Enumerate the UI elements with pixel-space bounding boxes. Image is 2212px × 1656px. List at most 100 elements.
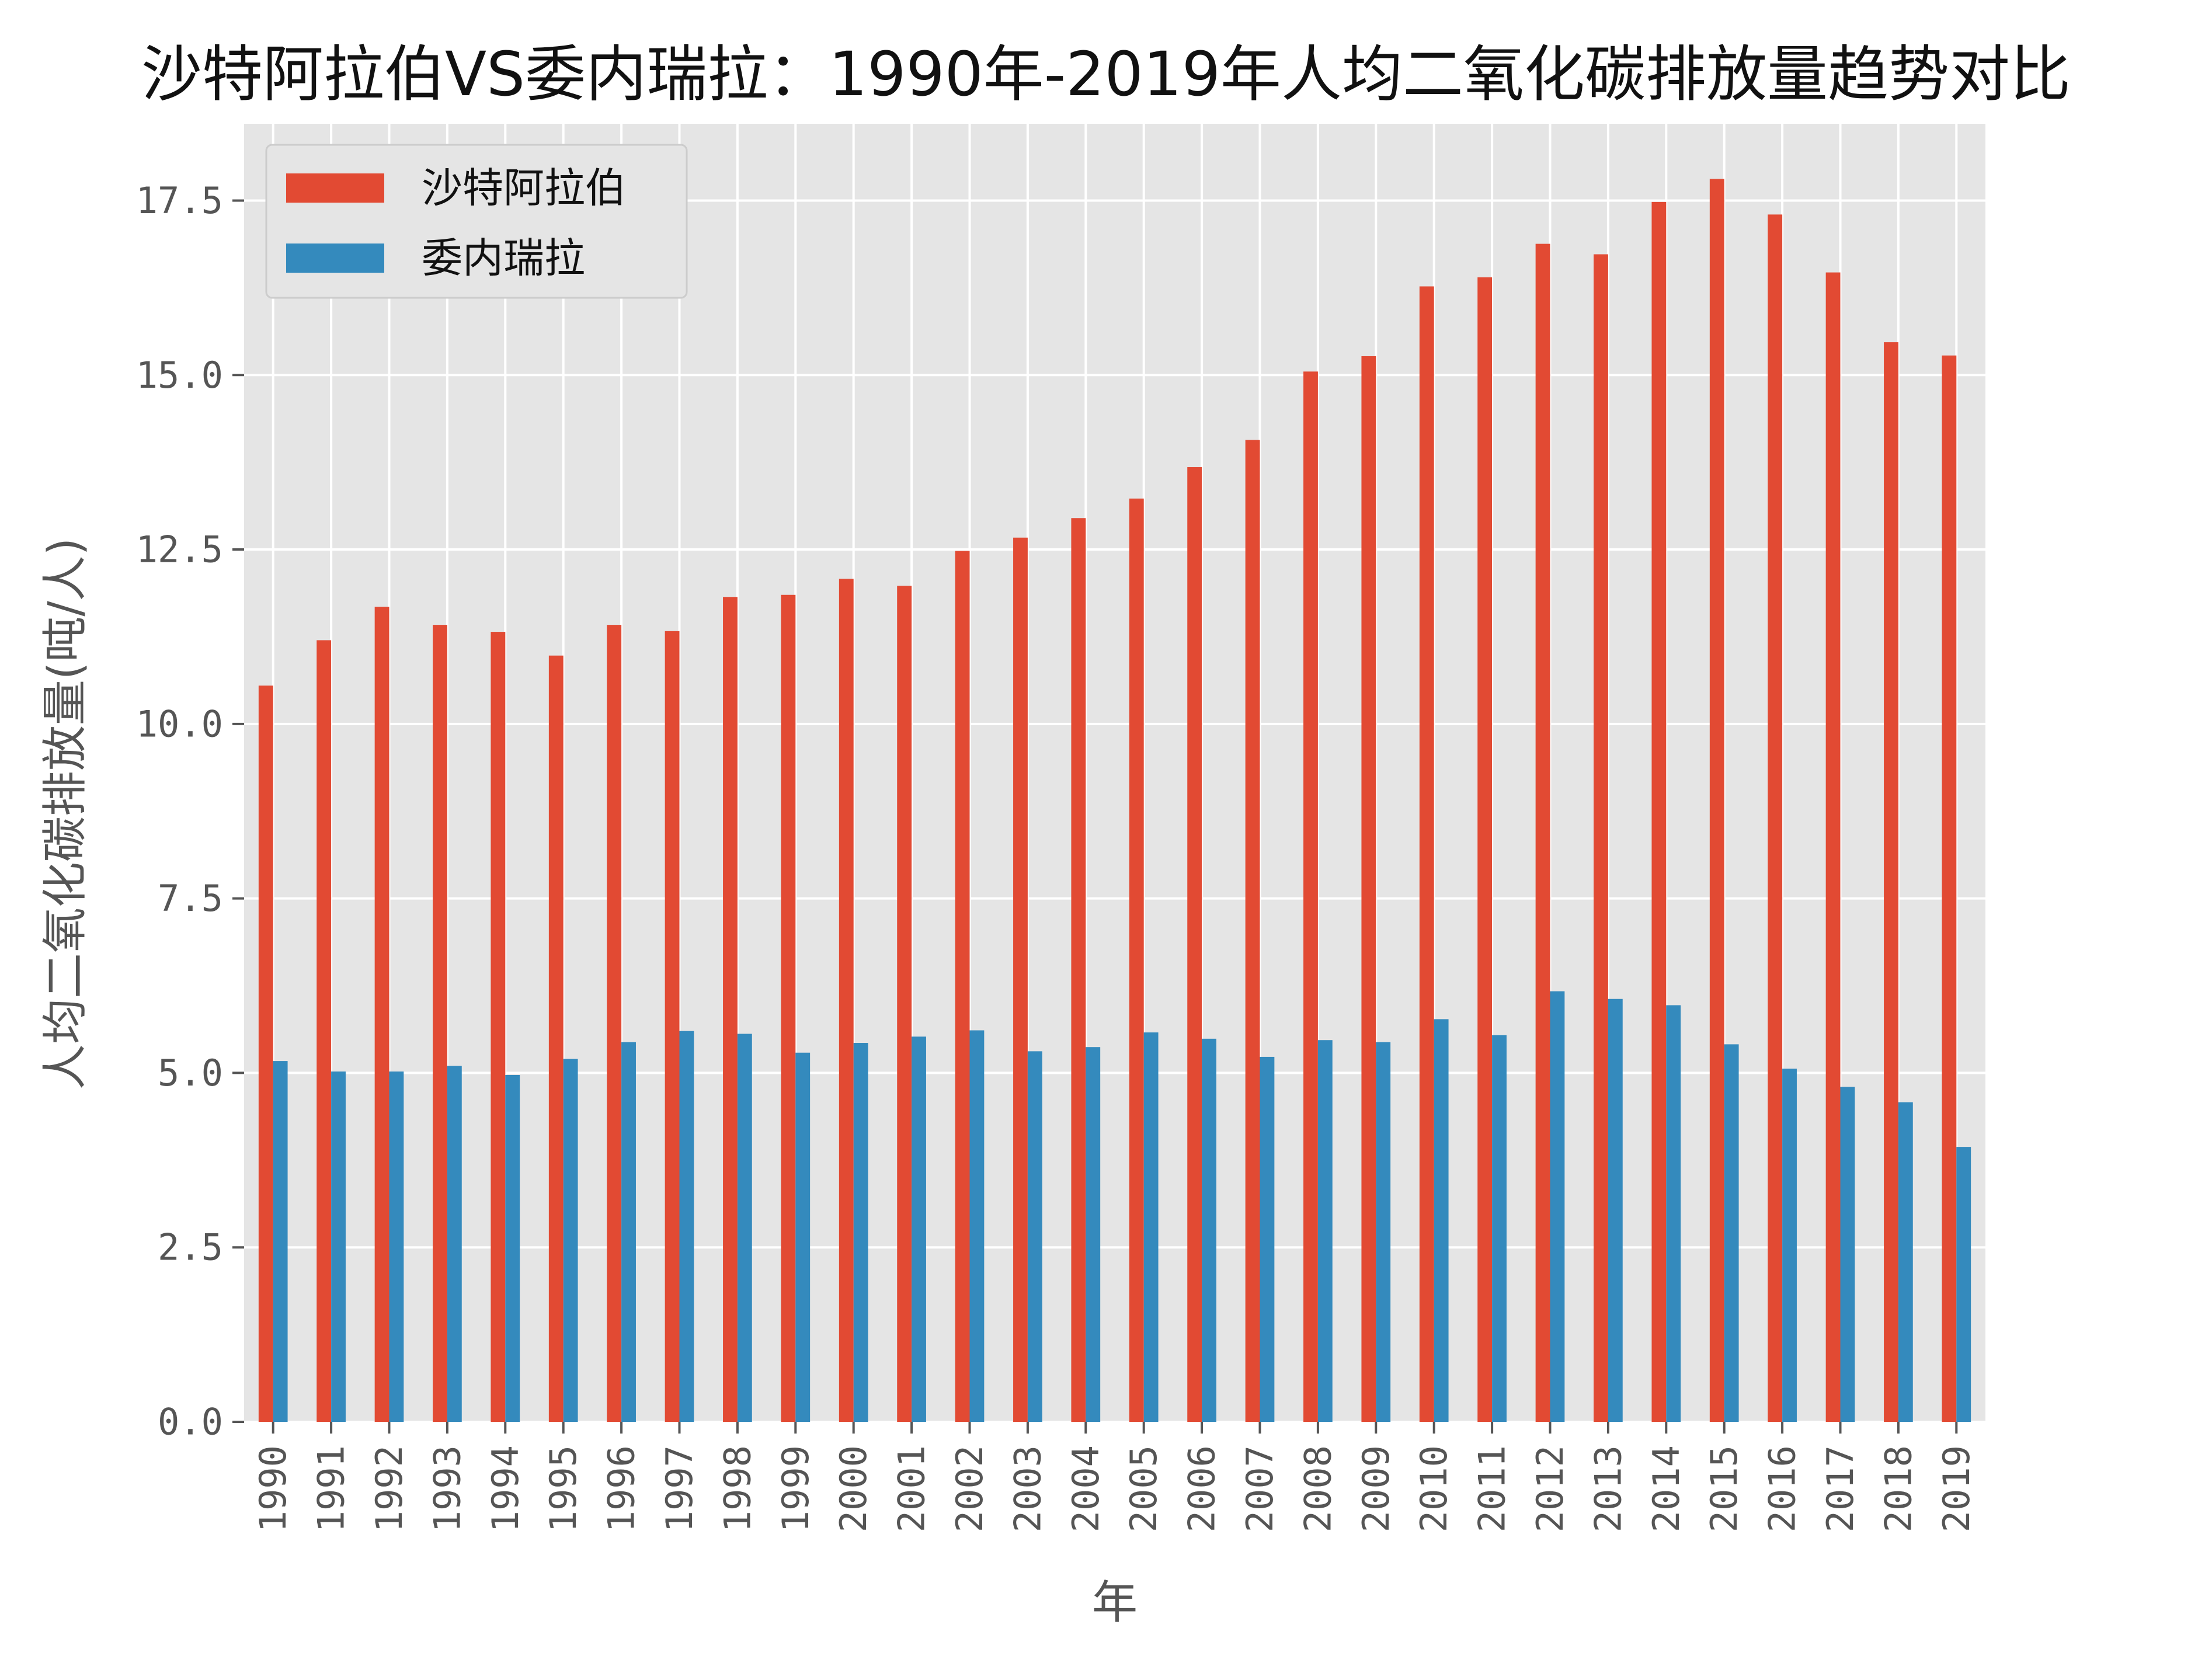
x-tick-label: 2017 (1819, 1445, 1862, 1532)
x-tick-label: 2010 (1413, 1445, 1455, 1532)
bar-venezuela-2006 (1202, 1038, 1216, 1422)
x-tick-label: 2008 (1296, 1445, 1339, 1532)
bar-saudi-arabia-2019 (1942, 355, 1957, 1422)
x-tick-label: 2005 (1122, 1445, 1165, 1532)
x-tick-label: 1992 (368, 1445, 411, 1532)
x-tick-label: 1994 (484, 1445, 527, 1532)
y-axis-ticks: 0.0 2.5 5.0 7.5 10.0 12.5 15.0 17.5 (136, 179, 244, 1443)
bar-venezuela-2013 (1608, 999, 1623, 1422)
y-tick-label: 5.0 (158, 1052, 223, 1094)
bar-saudi-arabia-2003 (1013, 537, 1028, 1422)
y-axis-label: 人均二氧化碳排放量(吨/人) (39, 538, 92, 1090)
bar-saudi-arabia-1991 (317, 640, 332, 1422)
bar-venezuela-2017 (1840, 1087, 1855, 1422)
x-tick-label: 1993 (426, 1445, 468, 1532)
y-tick-label: 10.0 (136, 702, 223, 745)
bar-venezuela-1992 (389, 1071, 404, 1422)
bar-saudi-arabia-1994 (491, 632, 506, 1422)
bar-saudi-arabia-2015 (1709, 179, 1724, 1422)
bar-saudi-arabia-2001 (897, 586, 912, 1422)
x-tick-label: 1998 (716, 1445, 759, 1532)
bar-venezuela-1993 (447, 1066, 462, 1422)
x-tick-label: 2018 (1877, 1445, 1919, 1532)
x-tick-label: 2012 (1529, 1445, 1571, 1532)
bar-saudi-arabia-2007 (1245, 440, 1260, 1422)
x-tick-label: 1991 (310, 1445, 353, 1532)
bar-venezuela-2001 (912, 1036, 926, 1422)
x-tick-label: 1995 (542, 1445, 585, 1532)
bar-saudi-arabia-1990 (258, 686, 273, 1422)
x-tick-label: 1996 (600, 1445, 643, 1532)
y-tick-label: 17.5 (136, 179, 223, 222)
bar-saudi-arabia-1995 (548, 655, 564, 1422)
bar-venezuela-1995 (563, 1059, 578, 1422)
bar-saudi-arabia-1997 (665, 631, 680, 1422)
bar-saudi-arabia-2009 (1361, 356, 1376, 1422)
bar-saudi-arabia-2002 (955, 551, 970, 1422)
y-tick-label: 15.0 (136, 354, 223, 396)
bar-saudi-arabia-1999 (781, 594, 796, 1422)
bar-venezuela-2002 (969, 1030, 985, 1422)
y-tick-label: 12.5 (136, 528, 223, 571)
y-tick-label: 7.5 (158, 877, 223, 920)
bar-saudi-arabia-2006 (1187, 467, 1202, 1422)
y-tick-label: 2.5 (158, 1226, 223, 1269)
legend-swatch-venezuela (286, 243, 384, 273)
x-tick-label: 2004 (1065, 1445, 1107, 1532)
bar-venezuela-2012 (1550, 991, 1565, 1422)
bar-venezuela-1991 (331, 1071, 346, 1422)
bar-venezuela-1996 (621, 1042, 636, 1422)
bar-saudi-arabia-1993 (433, 625, 447, 1422)
bar-venezuela-2011 (1492, 1035, 1507, 1422)
bar-saudi-arabia-2005 (1129, 498, 1144, 1422)
bar-saudi-arabia-2017 (1825, 272, 1841, 1422)
chart-title: 沙特阿拉伯VS委内瑞拉：1990年-2019年人均二氧化碳排放量趋势对比 (141, 39, 2071, 110)
bar-saudi-arabia-2012 (1535, 243, 1550, 1422)
bar-venezuela-2000 (853, 1043, 868, 1422)
bar-venezuela-2009 (1376, 1042, 1391, 1422)
bar-venezuela-1997 (679, 1031, 694, 1422)
x-tick-label: 2011 (1471, 1445, 1514, 1532)
bar-saudi-arabia-1992 (374, 607, 389, 1422)
x-tick-label: 2016 (1761, 1445, 1804, 1532)
bar-venezuela-2005 (1143, 1032, 1159, 1422)
bar-venezuela-2018 (1898, 1102, 1913, 1422)
x-tick-label: 2019 (1935, 1445, 1978, 1532)
bar-saudi-arabia-2004 (1071, 518, 1086, 1422)
bar-saudi-arabia-1996 (607, 625, 622, 1422)
x-tick-label: 2013 (1587, 1445, 1629, 1532)
bars (258, 179, 1971, 1422)
bar-saudi-arabia-2013 (1594, 254, 1608, 1422)
x-tick-label: 2000 (832, 1445, 875, 1532)
bar-saudi-arabia-2008 (1303, 371, 1318, 1422)
x-tick-label: 1997 (658, 1445, 701, 1532)
legend-swatch-saudi-arabia (286, 173, 384, 203)
x-tick-label: 2009 (1355, 1445, 1397, 1532)
bar-saudi-arabia-2011 (1477, 277, 1493, 1422)
bar-venezuela-2008 (1317, 1040, 1333, 1422)
bar-venezuela-2014 (1666, 1005, 1681, 1422)
bar-saudi-arabia-2018 (1884, 342, 1898, 1422)
bar-saudi-arabia-2000 (839, 579, 854, 1422)
bar-venezuela-2007 (1260, 1056, 1275, 1422)
x-tick-label: 2006 (1181, 1445, 1223, 1532)
x-axis-label: 年 (1092, 1577, 1138, 1629)
x-tick-label: 2007 (1239, 1445, 1281, 1532)
bar-venezuela-2016 (1782, 1069, 1797, 1422)
legend-label-venezuela: 委内瑞拉 (422, 234, 585, 282)
x-tick-label: 2014 (1645, 1445, 1688, 1532)
bar-saudi-arabia-2014 (1651, 201, 1667, 1422)
bar-saudi-arabia-2010 (1419, 286, 1434, 1422)
x-tick-label: 2003 (1006, 1445, 1049, 1532)
bar-venezuela-1998 (737, 1034, 752, 1422)
bar-saudi-arabia-1998 (723, 597, 738, 1422)
bar-venezuela-1999 (795, 1052, 811, 1422)
bar-venezuela-2019 (1956, 1147, 1971, 1422)
x-tick-label: 2002 (948, 1445, 991, 1532)
bar-venezuela-2003 (1027, 1051, 1042, 1422)
x-tick-label: 2015 (1703, 1445, 1745, 1532)
legend-label-saudi-arabia: 沙特阿拉伯 (422, 164, 626, 212)
x-tick-label: 1999 (774, 1445, 817, 1532)
bar-venezuela-1990 (273, 1061, 288, 1422)
